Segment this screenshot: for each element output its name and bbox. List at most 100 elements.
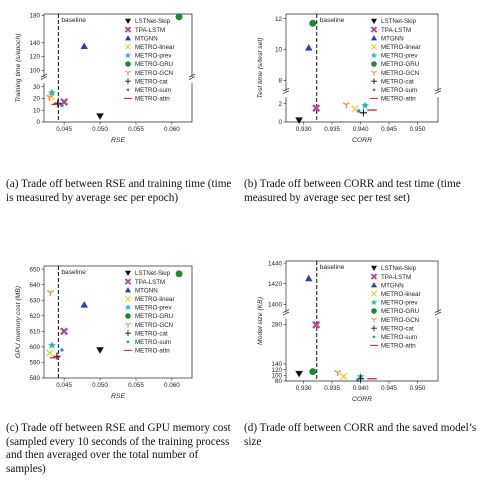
legend-label: TPA-LSTM xyxy=(381,274,411,281)
marker-shape xyxy=(60,103,64,108)
legend-marker xyxy=(370,299,378,306)
legend-marker xyxy=(124,278,132,285)
legend-marker xyxy=(124,35,132,41)
legend-label: METRO-prev xyxy=(381,300,418,307)
baseline-label: baseline xyxy=(320,17,345,24)
marker-shape xyxy=(124,52,132,59)
legend-marker xyxy=(125,313,131,319)
x-tick-label: 0.060 xyxy=(164,382,180,389)
y-tick-label: 180 xyxy=(29,13,40,20)
marker-shape xyxy=(53,352,61,360)
legend-label: METRO-cat xyxy=(135,78,168,85)
marker-shape xyxy=(124,304,132,311)
axis-break-mark xyxy=(40,73,48,78)
marker-shape xyxy=(124,35,132,41)
legend-label: LSTNet-Skip xyxy=(135,18,171,25)
axis-frame-top xyxy=(44,13,193,78)
legend-label: METRO-cat xyxy=(381,325,414,332)
y-tick-label: 100 xyxy=(271,373,282,380)
legend-marker xyxy=(371,70,377,76)
y-tick-label: 620 xyxy=(29,313,40,320)
legend-marker xyxy=(125,61,131,67)
marker-shape xyxy=(124,287,132,293)
y-axis-label: Training time (s/epoch) xyxy=(15,33,22,102)
y-tick-label: 590 xyxy=(29,360,40,367)
caption-a: (a) Trade off between RSE and training t… xyxy=(6,178,232,204)
legend-marker xyxy=(371,317,377,323)
y-tick-label: 640 xyxy=(29,282,40,289)
marker-shape xyxy=(124,26,132,33)
legend-label: METRO-attn xyxy=(381,96,416,103)
y-tick-label: 600 xyxy=(29,344,40,351)
legend-label: TPA-LSTM xyxy=(135,279,165,286)
y-axis-label: Model size (KB) xyxy=(257,297,264,345)
legend-label: METRO-GCN xyxy=(381,70,419,77)
axis-frame xyxy=(43,265,193,379)
marker-shape xyxy=(371,61,377,67)
marker-shape xyxy=(295,370,303,378)
marker-shape xyxy=(371,325,377,332)
point-metro-gcn xyxy=(342,102,350,109)
legend-label: METRO-GRU xyxy=(381,308,419,315)
marker-shape xyxy=(125,322,131,328)
caption-c: (c) Trade off between RSE and GPU memory… xyxy=(6,422,231,475)
marker-shape xyxy=(48,341,56,349)
legend-marker xyxy=(371,78,377,85)
y-tick-label: 8 xyxy=(278,78,282,85)
marker-shape xyxy=(125,70,131,76)
marker-shape xyxy=(312,320,321,329)
legend-marker xyxy=(372,335,376,339)
y-tick-label: 280 xyxy=(271,321,282,328)
marker-shape xyxy=(370,282,378,288)
marker-shape xyxy=(46,349,54,357)
marker-shape xyxy=(361,101,370,109)
legend-marker xyxy=(371,61,377,67)
x-tick-label: 0.045 xyxy=(56,382,72,389)
y-tick-label: 1440 xyxy=(268,260,283,267)
point-metro-cat xyxy=(359,109,367,117)
panel-a: 0.045 0.050 0.055 0.060 0 10 20 30 100 120 140 180 R… xyxy=(15,13,196,144)
x-tick-label: 0.940 xyxy=(353,126,369,133)
marker-shape xyxy=(339,372,348,381)
legend-label: METRO-sum xyxy=(135,87,171,94)
y-tick-label: 650 xyxy=(29,266,40,273)
y-tick-label: 630 xyxy=(29,297,40,304)
marker-shape xyxy=(125,43,131,50)
panel-b: 0.930 0.935 0.940 0.945 0.950 0 2 8 10 12 CORR Test… xyxy=(257,13,442,144)
legend-label: LSTNet-Skip xyxy=(135,270,171,277)
point-metro-gcn xyxy=(334,370,342,377)
axis-break-mark xyxy=(282,309,290,313)
legend-marker xyxy=(370,52,378,59)
y-tick-label: 0 xyxy=(278,119,282,126)
legend-label: MTGNN xyxy=(135,35,158,42)
x-tick-label: 0.935 xyxy=(324,126,340,133)
legend-marker xyxy=(124,287,132,293)
legend-marker xyxy=(125,43,131,50)
legend-label: METRO-cat xyxy=(381,78,414,85)
axis-frame-bottom xyxy=(285,97,439,123)
caption-b: (b) Trade off between CORR and test time… xyxy=(244,178,461,204)
axis-break-mark xyxy=(188,76,196,80)
y-tick-label: 80 xyxy=(275,378,283,385)
point-metro-prev xyxy=(361,101,370,109)
marker-shape xyxy=(175,270,183,278)
legend-label: MTGNN xyxy=(381,282,404,289)
legend-marker xyxy=(126,340,130,344)
legend-label: METRO-GRU xyxy=(381,61,419,68)
marker-shape xyxy=(312,104,321,113)
legend-marker xyxy=(370,273,378,280)
x-tick-label: 0.055 xyxy=(128,382,144,389)
y-axis-label: GPU memory cost (MB) xyxy=(15,286,22,358)
point-metro-sum xyxy=(357,109,361,113)
legend-label: METRO-sum xyxy=(381,334,417,341)
marker-shape xyxy=(370,35,378,41)
legend-label: LSTNet-Skip xyxy=(381,18,417,25)
point-metro-sum xyxy=(60,103,64,108)
marker-shape xyxy=(124,278,132,285)
marker-shape xyxy=(370,26,378,33)
marker-shape xyxy=(371,317,377,323)
point-metro-linear xyxy=(339,372,348,381)
marker-shape xyxy=(96,113,104,120)
